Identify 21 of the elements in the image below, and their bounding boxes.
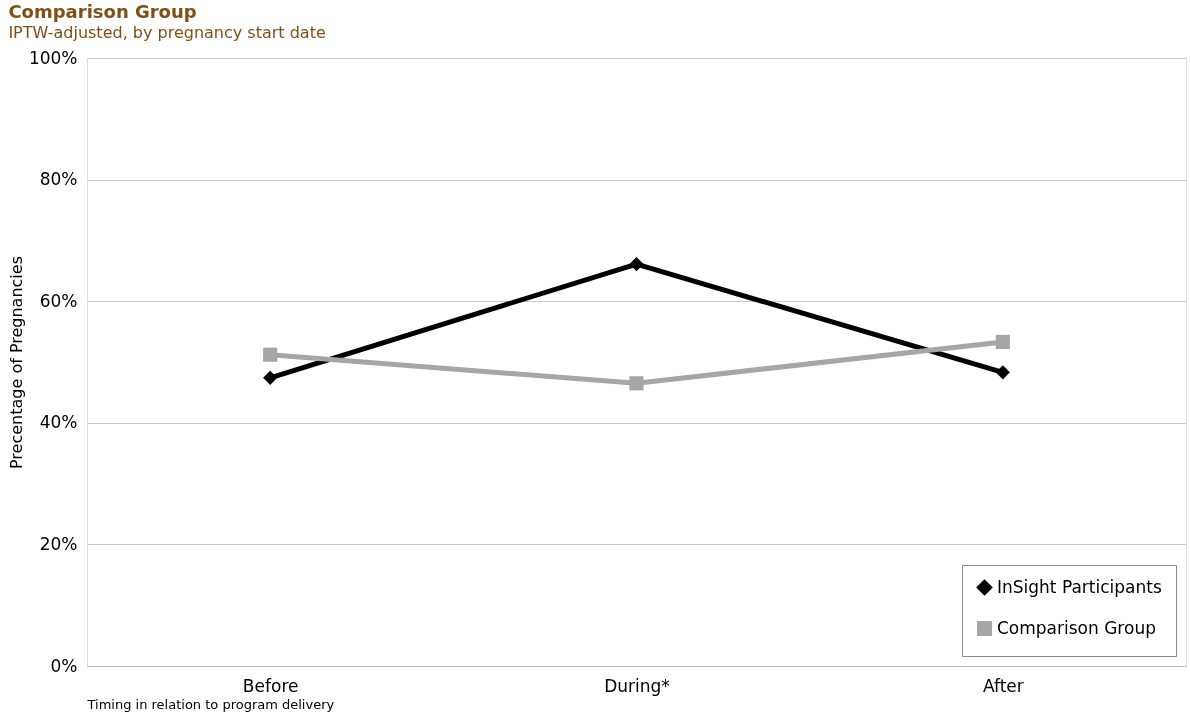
y-tick-label: 40%: [39, 412, 78, 433]
x-axis-title: Timing in relation to program delivery: [86, 696, 335, 712]
x-tick-label: During*: [604, 675, 670, 696]
point: [629, 376, 644, 391]
y-tick-label: 20%: [39, 533, 78, 554]
y-tick-label: 0%: [50, 655, 78, 676]
chart-title: Comparison Group: [8, 1, 197, 22]
point: [995, 334, 1010, 350]
point: [995, 365, 1010, 380]
point: [263, 347, 278, 362]
y-tick-label: 60%: [39, 290, 78, 311]
point: [263, 370, 278, 385]
legend-label: Comparison Group: [997, 617, 1156, 638]
point: [629, 257, 644, 272]
x-tick-label: Before: [242, 675, 299, 696]
legend-label: InSight Participants: [997, 576, 1162, 597]
y-axis-title: Precentage of Pregnancies: [6, 256, 26, 469]
x-tick-label: After: [982, 675, 1024, 696]
y-tick-label: 100%: [28, 47, 78, 68]
y-tick-label: 80%: [39, 169, 78, 190]
chart-subtitle: IPTW-adjusted, by pregnancy start date: [8, 23, 326, 42]
